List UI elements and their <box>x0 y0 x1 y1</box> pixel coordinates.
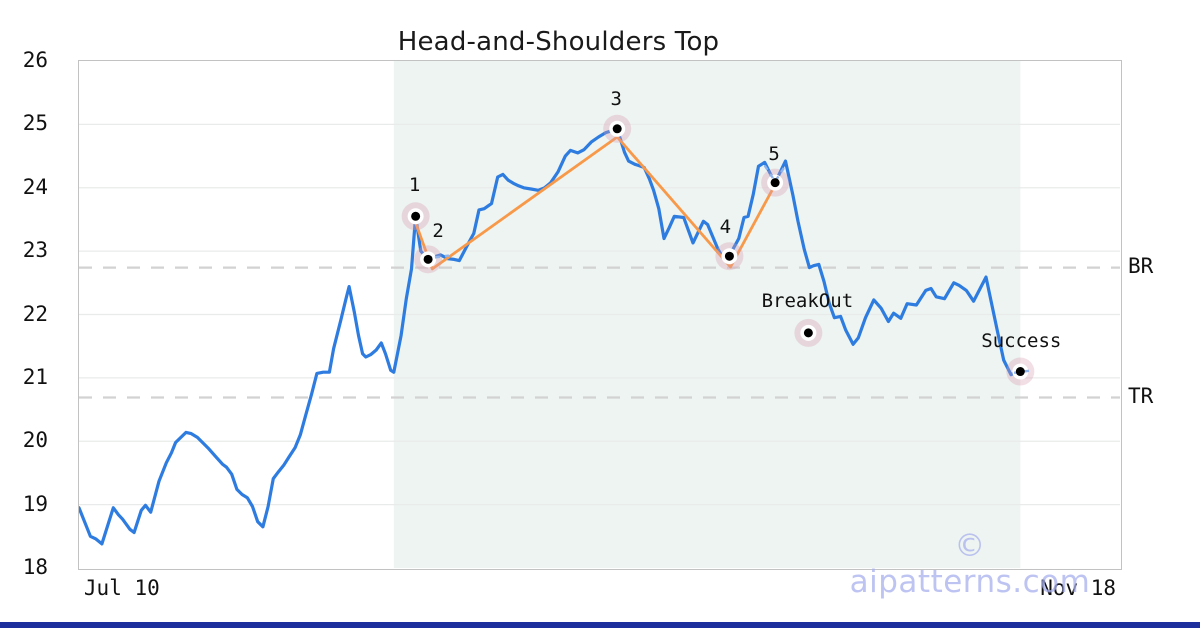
marker-label-breakout: BreakOut <box>761 289 854 312</box>
y-tick-label: 26 <box>22 48 48 72</box>
y-tick-label: 25 <box>22 111 48 136</box>
level-label-tr: TR <box>1128 383 1154 408</box>
marker-dot <box>724 251 734 261</box>
y-tick-label: 19 <box>22 491 48 516</box>
level-label-br: BR <box>1128 253 1154 278</box>
marker-dot <box>612 124 622 134</box>
y-tick-label: 22 <box>22 301 48 326</box>
price-line <box>79 127 1022 546</box>
marker-dot <box>1015 367 1025 377</box>
marker-dot <box>423 254 433 264</box>
hint-dash-segment <box>763 163 788 184</box>
chart-title: Head-and-Shoulders Top <box>397 27 720 57</box>
marker-dot <box>411 211 421 221</box>
marker-label-2: 2 <box>432 220 444 243</box>
marker-label-4: 4 <box>719 216 732 239</box>
marker-dot <box>803 328 813 338</box>
marker-dot <box>770 178 780 188</box>
marker-label-3: 3 <box>610 87 622 110</box>
footer-bar <box>0 622 1200 628</box>
y-tick-label: 18 <box>22 555 48 579</box>
x-tick-label: Nov 18 <box>1040 576 1117 600</box>
y-tick-label: 21 <box>22 364 48 389</box>
marker-label-1: 1 <box>408 174 421 197</box>
plot-area <box>78 60 1122 570</box>
marker-label-5: 5 <box>768 142 780 165</box>
marker-label-success: Success <box>981 329 1062 352</box>
watermark: © aipatterns.com <box>849 528 1091 600</box>
y-tick-label: 23 <box>22 238 48 263</box>
chart-svg <box>79 61 1120 568</box>
y-tick-label: 20 <box>22 428 48 453</box>
x-tick-label: Jul 10 <box>83 576 160 600</box>
y-tick-label: 24 <box>22 174 48 199</box>
